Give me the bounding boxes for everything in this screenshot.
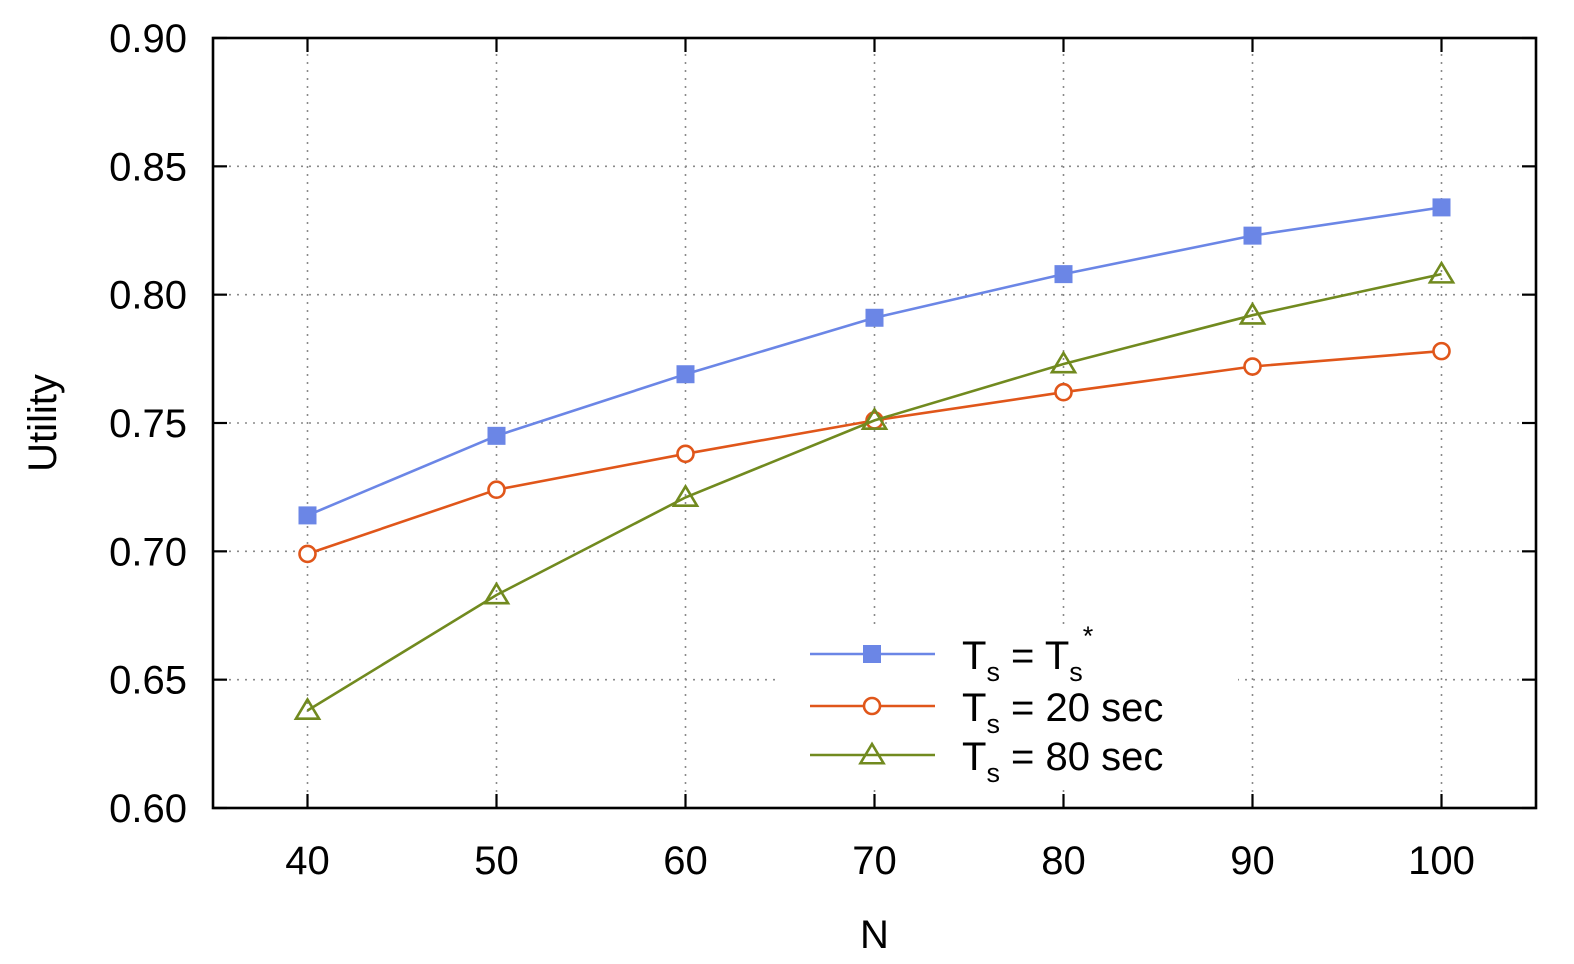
series-line	[307, 349, 1442, 556]
x-tick-label: 50	[474, 839, 519, 883]
data-point-square	[676, 365, 695, 384]
legend-label-part: s	[986, 758, 1000, 788]
plot-frame	[211, 36, 1538, 810]
y-axis-title: Utility	[21, 374, 65, 472]
y-tick-label: 0.60	[109, 787, 187, 831]
data-point-triangle	[293, 696, 322, 721]
x-tick-label: 80	[1041, 839, 1086, 883]
legend-label-part: *	[1083, 621, 1094, 651]
tick-layer: 0.60 0.65 0.70 0.75 0.80 0.85 0.90 40 50 60 70 80 90…	[109, 17, 1536, 883]
data-point-circle	[1054, 382, 1073, 402]
data-point-circle	[487, 480, 506, 500]
legend-label: Ts = 80 sec	[962, 735, 1163, 788]
series-3	[293, 260, 1456, 721]
data-point-triangle	[858, 741, 886, 765]
data-point-triangle	[482, 581, 511, 605]
data-point-square	[1054, 265, 1073, 284]
legend-item: Ts = 80 sec	[810, 735, 1163, 788]
data-point-circle	[298, 544, 317, 564]
legend-label-part: T	[962, 634, 986, 678]
legend-label-part: s	[1069, 657, 1083, 687]
grid-layer	[213, 38, 1536, 808]
legend-label-part: = 80 sec	[1000, 735, 1163, 779]
data-point-circle	[862, 696, 882, 716]
x-axis-title: N	[860, 913, 889, 957]
series-1	[298, 198, 1451, 525]
series-line	[306, 206, 1442, 517]
data-point-triangle	[1049, 350, 1078, 374]
data-point-square	[298, 506, 317, 525]
x-tick-label: 100	[1408, 839, 1475, 883]
series-line	[306, 272, 1442, 712]
data-point-triangle	[671, 483, 700, 507]
data-point-square	[1432, 198, 1451, 217]
data-point-square	[863, 645, 881, 663]
data-point-circle	[1432, 341, 1451, 361]
x-tick-label: 70	[852, 839, 897, 883]
x-tick-label: 60	[663, 839, 708, 883]
legend-label-part: = 20 sec	[1000, 686, 1163, 730]
legend-item: Ts = Ts*	[810, 621, 1094, 687]
legend-item: Ts = 20 sec	[810, 686, 1163, 739]
legend-label-part: T	[962, 686, 986, 730]
legend-label-part: T	[962, 735, 986, 779]
y-tick-label: 0.75	[109, 402, 187, 446]
data-point-triangle	[1238, 301, 1267, 325]
data-point-square	[1243, 226, 1262, 245]
legend-label-part: s	[986, 709, 1000, 739]
y-tick-label: 0.70	[109, 530, 187, 574]
data-point-triangle	[860, 406, 889, 430]
series-layer	[293, 198, 1456, 721]
data-point-circle	[1243, 357, 1262, 376]
legend-label-part: s	[986, 657, 1000, 687]
y-tick-label: 0.85	[109, 145, 187, 189]
y-tick-label: 0.80	[109, 274, 187, 318]
x-tick-label: 90	[1230, 839, 1275, 883]
data-point-square	[487, 426, 506, 445]
data-point-square	[865, 308, 884, 327]
legend-label: Ts = 20 sec	[962, 686, 1163, 739]
data-point-circle	[676, 444, 695, 464]
legend-label-part: =	[1000, 634, 1045, 678]
x-tick-label: 40	[285, 839, 330, 883]
y-tick-label: 0.65	[109, 659, 187, 703]
data-point-triangle	[1427, 260, 1456, 284]
y-tick-label: 0.90	[109, 17, 187, 61]
legend-label-part: T	[1045, 634, 1069, 678]
legend-label: Ts = Ts*	[962, 621, 1094, 687]
